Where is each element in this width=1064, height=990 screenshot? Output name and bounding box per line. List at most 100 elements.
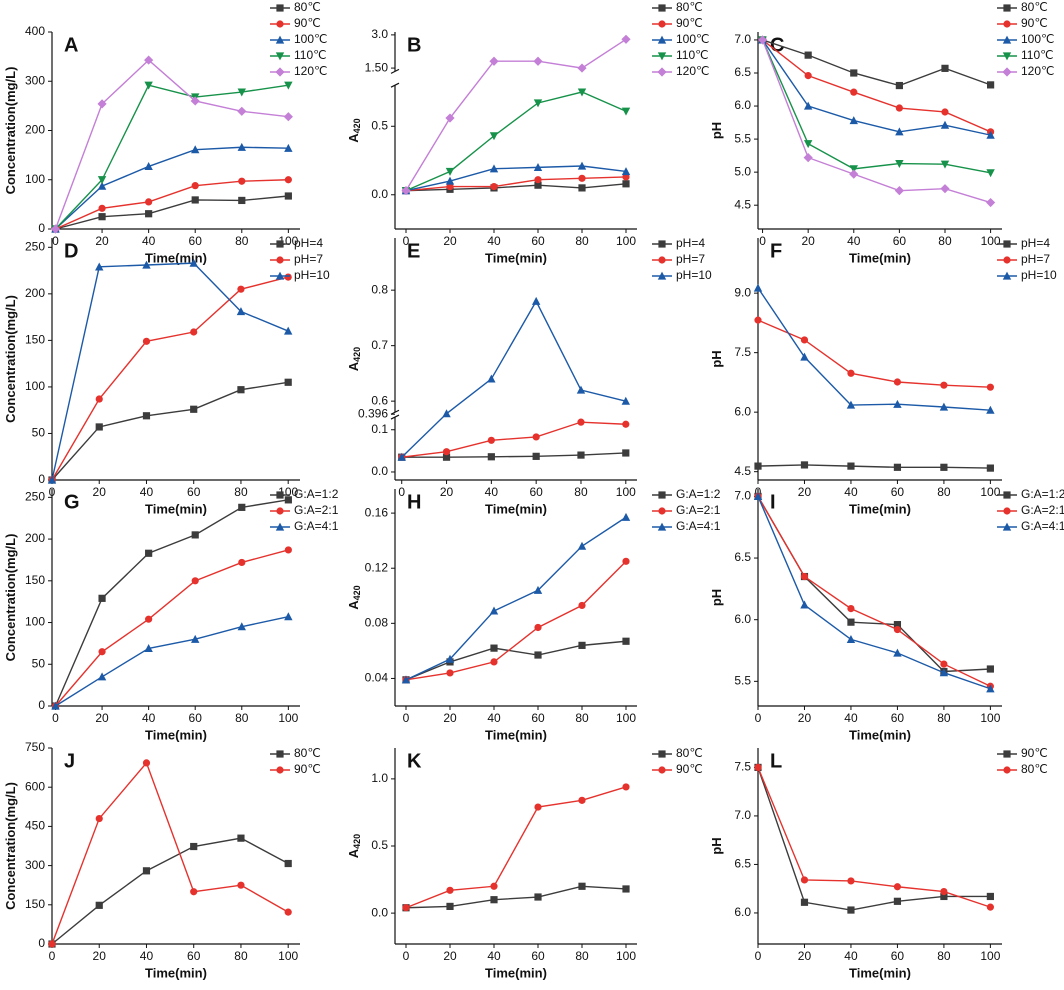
data-point <box>98 204 106 212</box>
legend-marker <box>1003 256 1011 264</box>
series-line <box>51 761 289 945</box>
data-point <box>191 182 199 190</box>
legend-marker <box>658 750 666 758</box>
data-point <box>445 113 455 123</box>
x-axis-label: Time(min) <box>849 727 911 742</box>
y-axis-label-text: pH <box>709 837 724 854</box>
legend-label: 80℃ <box>1021 0 1048 14</box>
x-axis-label: Time(min) <box>849 250 911 265</box>
x-tick-label: 20 <box>443 234 457 248</box>
data-point <box>800 898 809 906</box>
data-point <box>97 181 107 190</box>
x-tick-label: 100 <box>278 711 298 725</box>
data-point <box>489 606 499 615</box>
data-point <box>534 803 542 811</box>
x-axis-label: Time(min) <box>485 965 547 980</box>
x-tick-label: 40 <box>844 711 858 725</box>
x-tick-label: 60 <box>189 711 203 725</box>
x-tick-label: 100 <box>278 949 298 963</box>
data-point <box>190 842 198 851</box>
y-tick-label: 150 <box>25 897 45 911</box>
series-line <box>54 549 289 707</box>
legend-label: pH=7 <box>1021 252 1050 266</box>
data-point <box>142 337 151 345</box>
data-point <box>621 34 631 44</box>
data-point <box>803 153 813 163</box>
data-point <box>534 176 542 184</box>
series-line <box>405 516 627 681</box>
legend-label: G:A=1:2 <box>294 487 339 501</box>
x-tick-label: 80 <box>937 949 951 963</box>
y-tick-label: 100 <box>25 379 45 393</box>
legend-label: 90℃ <box>676 762 703 776</box>
data-point <box>191 634 200 643</box>
x-tick-label: 60 <box>531 711 545 725</box>
data-point <box>534 651 542 659</box>
y-tick-label: 5.0 <box>734 164 751 178</box>
y-tick-label: 0.6 <box>371 393 388 407</box>
data-point <box>893 621 902 629</box>
data-point <box>847 877 855 885</box>
data-point <box>986 169 995 178</box>
data-point <box>576 385 586 394</box>
x-tick-label: 60 <box>891 711 905 725</box>
x-tick-label: 20 <box>93 949 107 963</box>
x-axis-label: Time(min) <box>145 727 207 742</box>
data-point <box>489 164 499 173</box>
data-point <box>846 400 856 409</box>
data-point <box>446 182 454 191</box>
y-axis-label-text: pH <box>709 350 724 367</box>
legend-marker <box>276 507 284 515</box>
x-axis-label: Time(min) <box>849 501 911 516</box>
data-point <box>895 104 903 112</box>
data-point <box>237 881 245 889</box>
y-axis-label: Concentration(mg/L) <box>3 67 18 195</box>
series-line <box>54 59 289 230</box>
data-point <box>803 101 813 110</box>
x-tick-label: 0 <box>403 711 410 725</box>
y-axis-label: Concentration(mg/L) <box>3 534 18 662</box>
data-point <box>986 892 994 901</box>
data-point <box>621 107 631 116</box>
data-point <box>800 572 809 581</box>
data-point <box>144 644 153 653</box>
series-line <box>761 39 991 204</box>
legend-marker <box>1002 271 1012 280</box>
legend-label: pH=4 <box>676 236 705 250</box>
data-point <box>95 901 103 909</box>
data-point <box>754 462 762 470</box>
legend-marker <box>1002 52 1012 61</box>
data-point <box>489 132 499 141</box>
legend-label: G:A=4:1 <box>294 519 339 533</box>
x-tick-label: 0 <box>755 711 762 725</box>
legend-label: 100℃ <box>1021 32 1055 46</box>
series-line <box>55 146 289 230</box>
data-point <box>284 859 292 868</box>
y-tick-label: 6.0 <box>734 404 751 418</box>
data-point <box>986 81 995 89</box>
data-point <box>622 420 630 428</box>
y-tick-label: 0.7 <box>371 338 388 352</box>
legend-marker <box>276 256 284 264</box>
legend-marker <box>658 491 666 499</box>
legend-label: G:A=2:1 <box>294 503 339 517</box>
data-point <box>191 531 199 539</box>
data-point <box>47 475 57 484</box>
axis-break <box>390 409 400 415</box>
data-point <box>757 35 768 45</box>
data-point <box>622 637 630 645</box>
data-point <box>986 903 994 911</box>
legend-marker <box>658 20 666 28</box>
data-point <box>237 834 245 842</box>
legend-marker <box>276 20 284 28</box>
x-tick-label: 40 <box>140 485 154 499</box>
series-line <box>55 179 289 230</box>
y-tick-label: 6.0 <box>734 905 751 919</box>
x-tick-label: 20 <box>95 711 109 725</box>
data-point <box>284 81 293 90</box>
legend-label: 120℃ <box>294 64 328 78</box>
series-line <box>54 499 289 707</box>
y-tick-label: 150 <box>25 333 45 347</box>
